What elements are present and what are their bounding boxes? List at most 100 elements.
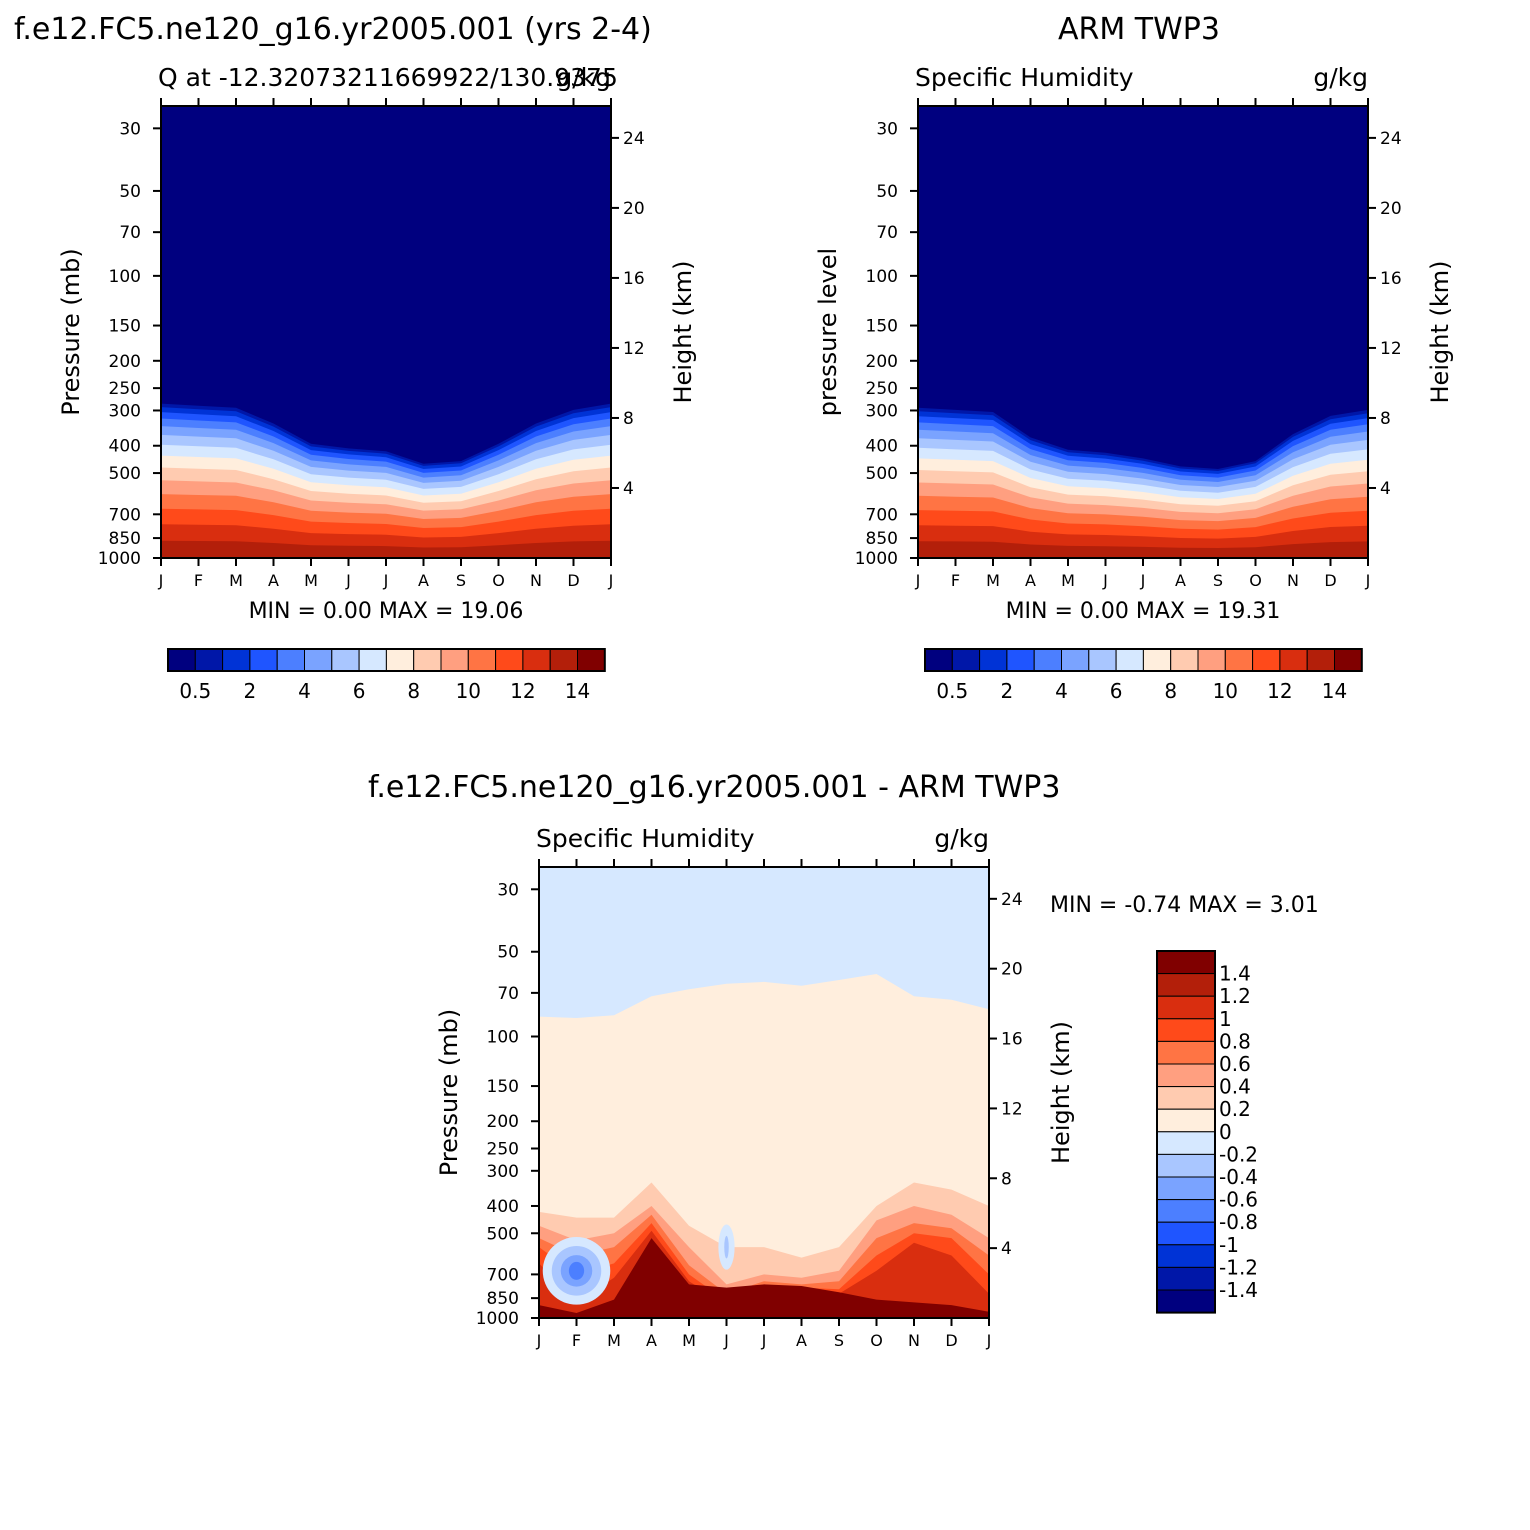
x-tick-label: D	[945, 1331, 957, 1350]
y-tick-label: 300	[487, 1162, 519, 1182]
x-tick-label: A	[268, 571, 279, 590]
colorbar-label: 6	[353, 679, 366, 703]
y-tick-label: 250	[487, 1140, 519, 1160]
y-tick-label: 700	[109, 505, 141, 525]
colorbar-label: 2	[1001, 679, 1014, 703]
y-tick-label: 850	[866, 529, 898, 549]
colorbar-box	[1306, 648, 1336, 672]
colorbar-label: 0.8	[1219, 1029, 1251, 1053]
x-tick-label: J	[536, 1331, 542, 1350]
colorbar-label: 12	[1267, 679, 1292, 703]
y-right-tick-label: 12	[1380, 339, 1402, 359]
x-tick-label: O	[870, 1331, 883, 1350]
colorbar-box	[979, 648, 1008, 672]
colorbar-box	[440, 648, 469, 672]
subtitle-right: g/kg	[934, 824, 989, 853]
diff-chart: J F M A M J J A S O N D J305070100150200250300400500…	[435, 824, 1319, 1350]
x-tick-label: M	[1061, 571, 1075, 590]
colorbar-label: -0.4	[1219, 1165, 1258, 1189]
subtitle-left: Q at -12.32073211669922/130.9375	[158, 63, 618, 92]
x-tick-label: J	[383, 571, 389, 590]
colorbar-box	[1156, 1221, 1216, 1246]
y-right-tick-label: 12	[623, 339, 645, 359]
colorbar-box	[924, 648, 953, 672]
colorbar-label: 1	[1219, 1007, 1232, 1031]
y-right-tick-label: 4	[1380, 479, 1391, 499]
colorbar-box	[194, 648, 224, 672]
y-tick-label: 100	[866, 267, 898, 287]
colorbar-label: -1.2	[1219, 1255, 1258, 1279]
y-right-tick-label: 20	[623, 199, 645, 219]
x-tick-label: S	[834, 1331, 844, 1350]
x-tick-label: J	[986, 1331, 992, 1350]
y-right-tick-label: 4	[623, 479, 634, 499]
x-tick-label: S	[1213, 571, 1223, 590]
x-tick-label: M	[986, 571, 1000, 590]
x-tick-label: A	[418, 571, 429, 590]
stats-text: MIN = -0.74 MAX = 3.01	[1050, 893, 1319, 918]
y-tick-label: 150	[487, 1077, 519, 1097]
y-axis-label: Pressure (mb)	[57, 248, 85, 415]
y-tick-label: 50	[497, 943, 519, 963]
colorbar-box	[304, 648, 333, 672]
colorbar-box	[358, 648, 387, 672]
colorbar-box	[1156, 1040, 1216, 1065]
colorbar-box	[1156, 1086, 1216, 1110]
y-right-tick-label: 24	[1380, 129, 1402, 149]
negative-anomaly	[568, 1261, 585, 1280]
x-tick-label: N	[908, 1331, 920, 1350]
colorbar-box	[1156, 1108, 1216, 1133]
x-tick-label: A	[646, 1331, 657, 1350]
colorbar-label: 4	[1055, 679, 1068, 703]
stats-text: MIN = 0.00 MAX = 19.06	[249, 599, 524, 624]
colorbar-box	[1006, 648, 1035, 672]
colorbar-label: 10	[1213, 679, 1238, 703]
y-right-tick-label: 8	[1001, 1169, 1012, 1189]
colorbar-label: 0.4	[1219, 1075, 1251, 1099]
y-right-tick-label: 16	[1380, 269, 1402, 289]
contour-band	[539, 1238, 989, 1318]
y-tick-label: 200	[866, 352, 898, 372]
colorbar-box	[1156, 950, 1216, 975]
x-tick-label: J	[158, 571, 164, 590]
contour-band	[918, 541, 1368, 558]
colorbar-frame	[167, 648, 606, 672]
colorbar-label: 1.2	[1219, 984, 1251, 1008]
colorbar-box	[1156, 1018, 1216, 1042]
subtitle-right: g/kg	[1313, 63, 1368, 92]
top-right-title: ARM TWP3	[1058, 12, 1220, 47]
colorbar-label: -0.6	[1219, 1188, 1258, 1212]
y-tick-label: 1000	[476, 1309, 519, 1329]
x-tick-label: M	[304, 571, 318, 590]
y-tick-label: 850	[109, 529, 141, 549]
colorbar-box	[549, 648, 579, 672]
y-tick-label: 400	[866, 437, 898, 457]
subtitle-left: Specific Humidity	[915, 63, 1134, 92]
x-tick-label: J	[761, 1331, 767, 1350]
y-tick-label: 300	[866, 401, 898, 421]
colorbar-box	[1252, 648, 1281, 672]
x-tick-label: M	[682, 1331, 696, 1350]
colorbar-label: 0.2	[1219, 1097, 1251, 1121]
stats-text: MIN = 0.00 MAX = 19.31	[1006, 599, 1281, 624]
y-right-tick-label: 20	[1001, 960, 1023, 980]
colorbar-box	[1156, 1063, 1216, 1088]
colorbar-box	[413, 648, 442, 672]
y-right-axis-label: Height (km)	[669, 261, 697, 404]
colorbar-box	[1156, 995, 1216, 1020]
colorbar-label: -1.4	[1219, 1278, 1258, 1302]
x-tick-label: A	[1175, 571, 1186, 590]
colorbar-box	[167, 648, 196, 672]
y-tick-label: 200	[487, 1112, 519, 1132]
x-tick-label: J	[608, 571, 614, 590]
y-tick-label: 30	[497, 880, 519, 900]
y-tick-label: 250	[866, 379, 898, 399]
y-tick-label: 100	[487, 1027, 519, 1047]
y-right-tick-label: 24	[623, 129, 645, 149]
y-right-tick-label: 16	[1001, 1030, 1023, 1050]
x-tick-label: F	[572, 1331, 581, 1350]
y-tick-label: 700	[866, 505, 898, 525]
colorbar-box	[1156, 1289, 1216, 1314]
